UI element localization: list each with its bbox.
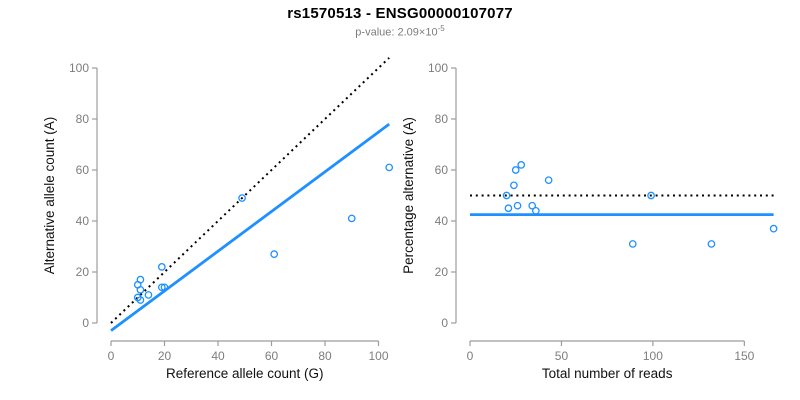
data-point bbox=[347, 214, 356, 223]
data-point bbox=[385, 163, 394, 172]
y-axis: 0 20 40 60 80 100 bbox=[69, 61, 98, 330]
y-tick-label: 100 bbox=[428, 61, 448, 75]
x-tick-label: 80 bbox=[318, 349, 332, 363]
y-tick-label: 0 bbox=[441, 316, 448, 330]
data-point bbox=[136, 275, 145, 284]
y-tick-label: 60 bbox=[435, 163, 449, 177]
data-point bbox=[707, 240, 716, 248]
left-plot: 0 20 40 60 80 100 0 20 40 60 80 100 Reference allele… bbox=[42, 57, 394, 381]
identity-line bbox=[110, 57, 390, 324]
data-point bbox=[504, 204, 513, 213]
figure-title: rs1570513 - ENSG00000107077 bbox=[287, 5, 513, 22]
data-point bbox=[528, 201, 537, 210]
x-tick-label: 0 bbox=[467, 349, 474, 363]
x-tick-label: 60 bbox=[265, 349, 279, 363]
y-tick-label: 40 bbox=[76, 214, 90, 228]
data-point bbox=[544, 176, 553, 185]
y-tick-label: 20 bbox=[76, 265, 90, 279]
data-point bbox=[517, 161, 526, 169]
data-points bbox=[133, 163, 394, 304]
data-point bbox=[513, 201, 522, 210]
x-tick-label: 150 bbox=[734, 349, 754, 363]
y-axis: 0 20 40 60 80 100 bbox=[428, 61, 457, 330]
y-tick-label: 60 bbox=[76, 163, 90, 177]
y-tick-label: 80 bbox=[76, 112, 90, 126]
y-axis-title: Percentage alternative (A) bbox=[401, 117, 416, 274]
x-tick-label: 100 bbox=[643, 349, 663, 363]
data-point bbox=[531, 206, 540, 215]
x-tick-label: 50 bbox=[555, 349, 569, 363]
x-tick-label: 0 bbox=[108, 349, 115, 363]
y-tick-label: 100 bbox=[69, 61, 89, 75]
data-point bbox=[628, 240, 637, 248]
data-point bbox=[157, 263, 166, 271]
figure-subtitle: p-value: 2.09×10-5 bbox=[0, 24, 800, 39]
data-point bbox=[238, 194, 246, 202]
x-axis-title: Reference allele count (G) bbox=[166, 366, 324, 381]
data-point bbox=[511, 166, 520, 174]
x-tick-label: 20 bbox=[158, 349, 172, 363]
data-points bbox=[502, 161, 778, 248]
p-value-text: p-value: 2.09×10 bbox=[355, 26, 438, 39]
data-point bbox=[510, 181, 518, 190]
y-tick-label: 40 bbox=[435, 214, 449, 228]
y-tick-label: 0 bbox=[82, 316, 89, 330]
data-point bbox=[769, 224, 778, 233]
p-value-exponent: -5 bbox=[437, 24, 445, 33]
data-point bbox=[502, 191, 511, 200]
data-point bbox=[270, 250, 279, 258]
y-axis-title: Alternative allele count (A) bbox=[42, 117, 57, 275]
x-tick-label: 40 bbox=[211, 349, 225, 363]
data-point bbox=[144, 291, 153, 299]
data-point bbox=[647, 191, 655, 200]
x-axis: 0 50 100 150 bbox=[467, 340, 755, 363]
x-axis-title: Total number of reads bbox=[542, 366, 673, 381]
right-plot: 0 20 40 60 80 100 0 50 100 150 Total number of rea… bbox=[401, 61, 778, 381]
data-point bbox=[136, 296, 145, 304]
fit-line bbox=[110, 122, 391, 332]
data-point bbox=[157, 283, 166, 292]
x-tick-label: 100 bbox=[368, 349, 388, 363]
data-point bbox=[160, 283, 169, 292]
y-tick-label: 80 bbox=[435, 112, 449, 126]
y-tick-label: 20 bbox=[435, 265, 449, 279]
x-axis: 0 20 40 60 80 100 bbox=[108, 340, 389, 363]
